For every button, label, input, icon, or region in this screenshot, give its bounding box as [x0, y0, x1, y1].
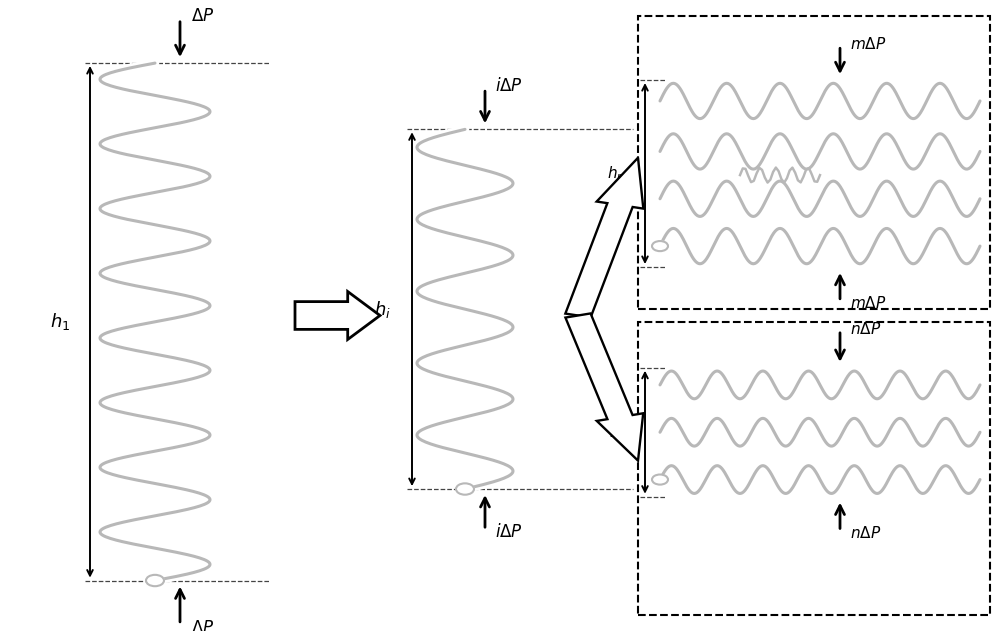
- Text: $h_i$: $h_i$: [374, 298, 390, 320]
- Text: $n\Delta P$: $n\Delta P$: [850, 321, 881, 337]
- Text: $n\Delta P$: $n\Delta P$: [850, 524, 881, 541]
- Bar: [638, 16, 990, 309]
- Circle shape: [146, 575, 164, 586]
- Text: $h_n$: $h_n$: [609, 423, 627, 442]
- Text: $i\Delta P$: $i\Delta P$: [495, 523, 523, 541]
- Text: $m\Delta P$: $m\Delta P$: [850, 295, 886, 311]
- Polygon shape: [565, 158, 643, 317]
- Text: $m\Delta P$: $m\Delta P$: [850, 36, 886, 52]
- Polygon shape: [565, 314, 643, 461]
- Bar: [638, 322, 990, 615]
- Text: $h_m$: $h_m$: [607, 164, 629, 183]
- Text: $\Delta P$: $\Delta P$: [191, 7, 214, 25]
- Text: $h_1$: $h_1$: [50, 311, 70, 333]
- Circle shape: [652, 475, 668, 485]
- Text: $\Delta P$: $\Delta P$: [191, 619, 214, 631]
- Circle shape: [456, 483, 474, 495]
- Text: $i\Delta P$: $i\Delta P$: [495, 78, 523, 95]
- Polygon shape: [295, 292, 380, 339]
- Circle shape: [652, 241, 668, 251]
